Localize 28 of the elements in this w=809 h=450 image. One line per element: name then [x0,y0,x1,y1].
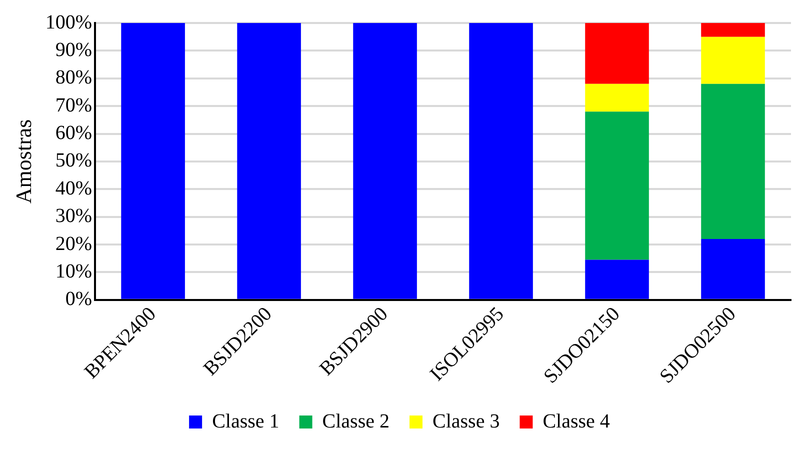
legend-label: Classe 3 [432,410,500,432]
y-tick-label: 100% [45,11,92,34]
y-tick-label: 10% [55,260,92,282]
bar [237,23,301,299]
y-tick-label: 60% [55,122,92,144]
legend-label: Classe 2 [322,410,390,432]
bar [585,84,649,112]
legend-label: Classe 1 [212,410,280,432]
y-tick-label: 40% [55,177,92,200]
bar [701,36,765,84]
bar [701,238,765,299]
bar [353,23,417,299]
bar [585,23,649,84]
y-tick-label: 80% [55,66,92,89]
y-axis-title: Amostras [10,119,36,204]
y-tick-label: 50% [55,150,92,172]
bar [585,112,649,260]
y-tick-label: 20% [55,232,92,255]
legend-label: Classe 4 [542,410,610,432]
bar [701,23,765,37]
bar [121,23,185,299]
y-tick-label: 30% [55,205,92,228]
y-tick-label: 70% [55,94,92,116]
bar [701,84,765,239]
bar [469,23,533,299]
y-tick-label: 90% [55,38,92,61]
bar [585,260,649,299]
y-tick-label: 0% [65,288,92,310]
